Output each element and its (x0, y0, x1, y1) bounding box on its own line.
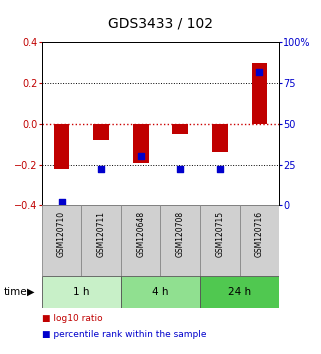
Bar (121, 276, 200, 308)
Point (138, 154, 143, 159)
Point (99, 167, 104, 172)
Text: GSM120710: GSM120710 (57, 211, 66, 257)
Bar (172, 124, 188, 134)
Bar (212, 124, 228, 152)
Bar (81, 205, 121, 276)
Text: GSM120716: GSM120716 (255, 211, 264, 257)
Text: GSM120711: GSM120711 (97, 211, 106, 257)
Bar (54, 124, 69, 169)
Text: 1 h: 1 h (73, 287, 90, 297)
Text: ■ percentile rank within the sample: ■ percentile rank within the sample (42, 330, 206, 339)
Text: GDS3433 / 102: GDS3433 / 102 (108, 16, 213, 30)
Text: 24 h: 24 h (228, 287, 251, 297)
Bar (42, 276, 121, 308)
Bar (42, 205, 81, 276)
Bar (160, 205, 200, 276)
Bar (200, 276, 279, 308)
Bar (252, 63, 267, 124)
Bar (240, 205, 279, 276)
Text: ■ log10 ratio: ■ log10 ratio (42, 314, 102, 323)
Point (59, 199, 64, 205)
Text: 4 h: 4 h (152, 287, 169, 297)
Text: ▶: ▶ (27, 287, 35, 297)
Bar (200, 205, 240, 276)
Text: GSM120708: GSM120708 (176, 211, 185, 257)
Text: GSM120648: GSM120648 (136, 211, 145, 257)
Text: time: time (3, 287, 27, 297)
Text: GSM120715: GSM120715 (215, 211, 224, 257)
Point (217, 167, 222, 172)
Bar (133, 124, 149, 162)
Point (257, 69, 262, 75)
Bar (121, 205, 160, 276)
Bar (93, 124, 109, 140)
Point (178, 167, 183, 172)
